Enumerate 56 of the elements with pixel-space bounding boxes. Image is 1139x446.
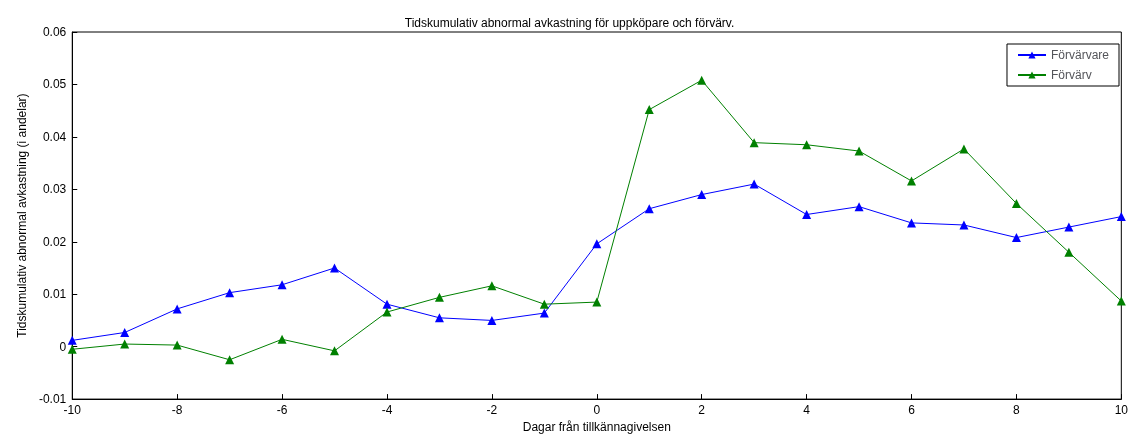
y-tick-label: 0.01: [42, 287, 67, 302]
y-tick-label: 0.05: [42, 77, 67, 92]
legend-label: Förvärv: [1050, 68, 1092, 82]
x-tick-label: 6: [908, 403, 916, 418]
point: [434, 313, 444, 323]
y-tick-label: 0.04: [42, 129, 67, 144]
x-tick-label: 0: [593, 403, 601, 418]
point: [67, 344, 77, 354]
y-tick-label: 0.06: [42, 25, 67, 39]
x-tick-label: -6: [276, 403, 288, 418]
point: [749, 179, 759, 189]
point: [1011, 233, 1021, 243]
point: [67, 335, 77, 345]
legend-label: Förvärvare: [1050, 48, 1110, 62]
x-tick-label: 2: [698, 403, 706, 418]
point: [120, 328, 130, 337]
y-tick-label: 0.03: [42, 182, 67, 197]
point: [1064, 247, 1074, 257]
point: [907, 218, 917, 228]
point: [330, 346, 340, 356]
point: [382, 307, 392, 317]
point: [749, 138, 759, 148]
point: [225, 288, 235, 298]
point: [434, 292, 444, 302]
point: [277, 334, 287, 344]
point: [697, 190, 707, 200]
x-tick-label: -2: [486, 403, 498, 418]
point: [539, 308, 549, 318]
point: [907, 176, 917, 186]
point: [1011, 198, 1021, 208]
y-axis-title: Tidskumulativ abnormal avkastning (i andelar): [15, 93, 29, 338]
point: [802, 210, 812, 219]
x-tick-label: 4: [803, 403, 811, 418]
point: [172, 340, 182, 350]
x-tick-label: 10: [1114, 403, 1129, 418]
point: [1064, 222, 1074, 232]
point: [592, 297, 602, 307]
x-tick-label: 8: [1013, 403, 1021, 418]
point: [802, 140, 812, 150]
point: [1116, 212, 1126, 222]
x-axis-title: Dagar från tillkännagivelsen: [522, 420, 671, 434]
point: [1116, 296, 1126, 306]
point: [697, 75, 707, 85]
point: [854, 146, 864, 156]
y-tick-label: 0: [59, 339, 67, 354]
chart-title: Tidskumulativ abnormal avkastning för uppköpare och förvärv.: [404, 16, 735, 30]
point: [854, 202, 864, 212]
point: [120, 339, 130, 349]
x-tick-label: -8: [171, 403, 183, 418]
y-tick-label: 0.02: [42, 234, 67, 249]
point: [382, 299, 392, 309]
point: [539, 299, 549, 309]
point: [277, 280, 287, 290]
x-tick-label: -4: [381, 403, 393, 418]
point: [487, 315, 497, 325]
point: [225, 355, 235, 365]
